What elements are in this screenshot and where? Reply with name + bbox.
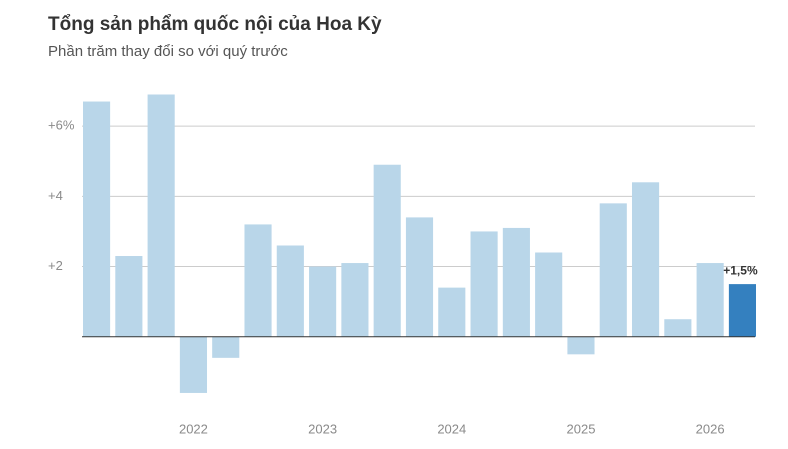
bar xyxy=(502,227,530,337)
bar xyxy=(179,336,208,393)
x-tick-label: 2024 xyxy=(437,421,466,436)
chart-title: Tổng sản phẩm quốc nội của Hoa Kỳ xyxy=(48,14,382,35)
y-tick-label: +4 xyxy=(48,188,63,203)
x-tick-label: 2023 xyxy=(308,421,337,436)
x-tick-label: 2025 xyxy=(567,421,596,436)
bar xyxy=(341,263,369,337)
x-tick-label: 2022 xyxy=(179,421,208,436)
bar xyxy=(599,203,627,337)
bar xyxy=(567,336,595,355)
bar xyxy=(664,319,692,337)
bar xyxy=(438,287,466,337)
y-tick-label: +6% xyxy=(48,118,75,133)
bar xyxy=(244,224,272,337)
bar xyxy=(147,94,175,337)
bar xyxy=(212,336,240,358)
bar xyxy=(535,252,563,337)
bar xyxy=(309,266,337,337)
bar xyxy=(728,284,756,337)
bar xyxy=(276,245,304,337)
bar xyxy=(83,101,111,337)
bar xyxy=(405,217,434,337)
x-tick-label: 2026 xyxy=(696,421,725,436)
bar xyxy=(470,231,498,337)
bar xyxy=(696,263,724,337)
bar xyxy=(631,182,660,337)
bar xyxy=(373,164,401,337)
value-label: +1,5% xyxy=(723,263,758,277)
bar xyxy=(115,256,143,337)
chart-subtitle: Phần trăm thay đổi so với quý trước xyxy=(48,43,288,60)
y-tick-label: +2 xyxy=(48,258,63,273)
